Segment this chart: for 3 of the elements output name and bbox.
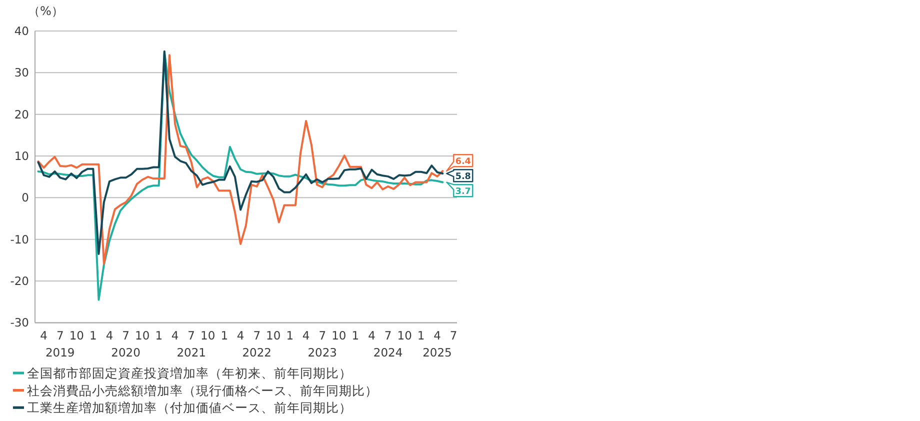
data-label: 3.7	[455, 186, 471, 197]
data-label: 5.8	[455, 172, 471, 182]
data-label: 6.4	[455, 156, 471, 167]
